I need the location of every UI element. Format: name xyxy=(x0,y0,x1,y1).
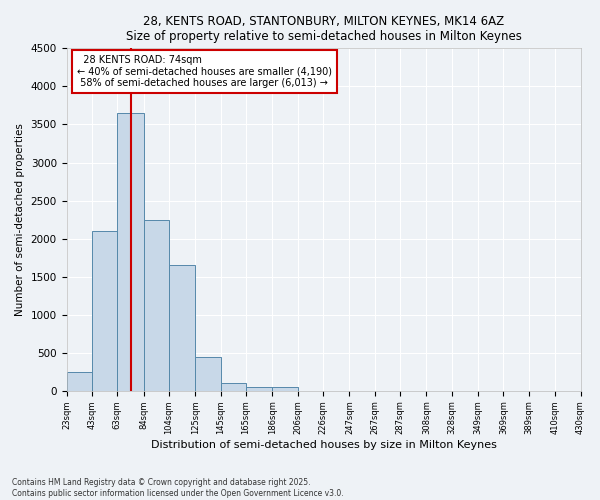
Title: 28, KENTS ROAD, STANTONBURY, MILTON KEYNES, MK14 6AZ
Size of property relative t: 28, KENTS ROAD, STANTONBURY, MILTON KEYN… xyxy=(125,15,521,43)
Text: Contains HM Land Registry data © Crown copyright and database right 2025.
Contai: Contains HM Land Registry data © Crown c… xyxy=(12,478,344,498)
Bar xyxy=(143,220,169,391)
Bar xyxy=(92,231,117,391)
Bar xyxy=(67,372,92,391)
X-axis label: Distribution of semi-detached houses by size in Milton Keynes: Distribution of semi-detached houses by … xyxy=(151,440,496,450)
Bar xyxy=(117,113,143,391)
Bar xyxy=(272,387,298,391)
Y-axis label: Number of semi-detached properties: Number of semi-detached properties xyxy=(15,123,25,316)
Text: 28 KENTS ROAD: 74sqm
← 40% of semi-detached houses are smaller (4,190)
 58% of s: 28 KENTS ROAD: 74sqm ← 40% of semi-detac… xyxy=(77,55,332,88)
Bar xyxy=(221,383,246,391)
Bar xyxy=(169,266,196,391)
Bar xyxy=(246,387,272,391)
Bar xyxy=(196,356,221,391)
